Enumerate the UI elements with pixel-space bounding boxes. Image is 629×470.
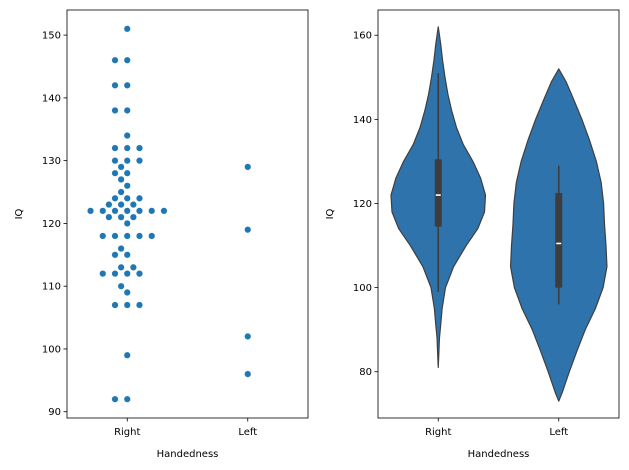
swarm-point-right-132 (135, 144, 143, 152)
swarm-point-right-130 (135, 157, 143, 165)
swarm-point-right-112 (123, 270, 131, 278)
swarm-point-right-132 (123, 144, 131, 152)
swarm-point-right-99 (123, 351, 131, 359)
swarm-point-left-129 (244, 163, 252, 171)
swarm-point-left-96 (244, 370, 252, 378)
swarm-point-right-121 (117, 213, 125, 221)
swarm-point-right-151 (123, 25, 131, 33)
swarm-point-right-118 (135, 232, 143, 240)
swarm-points (87, 25, 252, 403)
swarm-x-axis-label: Handedness (157, 449, 219, 460)
swarm-point-right-122 (135, 207, 143, 215)
swarm-y-axis-label: IQ (14, 208, 25, 219)
swarm-point-left-119 (244, 226, 252, 234)
swarm-point-right-113 (117, 263, 125, 271)
swarm-axes-frame (66, 9, 309, 419)
violin-marks (390, 26, 608, 402)
violin-axes-frame (377, 9, 620, 419)
swarm-point-right-122 (99, 207, 107, 215)
swarm-point-right-129 (117, 163, 125, 171)
swarm-point-right-126 (123, 182, 131, 190)
swarm-point-right-134 (123, 132, 131, 140)
violin-y-ticks: 80 100 120 140 160 (353, 31, 378, 378)
violin-x-axis-label: Handedness (468, 449, 530, 460)
swarm-point-right-118 (99, 232, 107, 240)
swarm-point-right-118 (148, 232, 156, 240)
swarm-point-right-113 (129, 263, 137, 271)
swarm-point-right-127 (117, 175, 125, 183)
swarm-point-right-142 (123, 81, 131, 89)
swarm-point-right-107 (111, 301, 119, 309)
swarm-y-tick-label-100: 100 (42, 344, 61, 355)
swarm-x-tick-label-right: Right (114, 427, 140, 438)
swarm-y-tick-label-130: 130 (42, 156, 61, 167)
swarm-point-right-142 (111, 81, 119, 89)
swarm-point-right-109 (123, 288, 131, 296)
swarm-point-right-130 (111, 157, 119, 165)
swarm-point-right-122 (160, 207, 168, 215)
swarm-point-right-107 (135, 301, 143, 309)
violin-x-tick-label-right: Right (425, 427, 451, 438)
violin-y-tick-label-160: 160 (353, 31, 372, 42)
violin-plot: 80 100 120 140 160 Right Left Handedness IQ (325, 9, 620, 460)
swarm-point-right-123 (129, 201, 137, 209)
swarm-point-right-107 (123, 301, 131, 309)
swarm-point-right-116 (117, 245, 125, 253)
swarm-point-right-118 (123, 232, 131, 240)
swarm-point-right-146 (111, 56, 119, 64)
swarm-point-right-121 (105, 213, 113, 221)
swarm-point-right-112 (111, 270, 119, 278)
swarm-y-tick-label-150: 150 (42, 31, 61, 42)
swarm-point-right-122 (148, 207, 156, 215)
swarm-x-ticks: Right Left (114, 418, 257, 438)
swarm-point-right-123 (105, 201, 113, 209)
swarm-y-tick-label-90: 90 (48, 407, 61, 418)
swarm-point-right-138 (111, 106, 119, 114)
swarm-point-right-92 (123, 395, 131, 403)
swarm-point-right-122 (111, 207, 119, 215)
violin-iqr-box-right (434, 159, 442, 227)
violin-x-tick-label-left: Left (549, 427, 568, 438)
violin-y-tick-label-140: 140 (353, 115, 372, 126)
swarm-point-left-102 (244, 332, 252, 340)
swarm-point-right-118 (111, 232, 119, 240)
swarm-point-right-132 (111, 144, 119, 152)
swarm-point-right-112 (135, 270, 143, 278)
swarm-y-ticks: 90 100 110 120 130 140 150 (42, 31, 67, 418)
swarm-point-right-92 (111, 395, 119, 403)
swarm-point-right-128 (123, 169, 131, 177)
violin-x-ticks: Right Left (425, 418, 568, 438)
swarm-point-right-138 (123, 106, 131, 114)
swarm-point-right-124 (135, 194, 143, 202)
swarm-x-tick-label-left: Left (238, 427, 257, 438)
swarm-point-right-122 (123, 207, 131, 215)
swarm-plot: 90 100 110 120 130 140 150 Right Left Handednes… (14, 9, 309, 460)
swarm-point-right-120 (123, 219, 131, 227)
violin-y-tick-label-100: 100 (353, 283, 372, 294)
swarm-point-right-115 (111, 251, 119, 259)
swarm-point-right-123 (117, 201, 125, 209)
swarm-point-right-110 (117, 282, 125, 290)
violin-y-tick-label-120: 120 (353, 199, 372, 210)
swarm-point-right-125 (117, 188, 125, 196)
swarm-point-right-128 (111, 169, 119, 177)
swarm-point-right-121 (129, 213, 137, 221)
swarm-point-right-112 (99, 270, 107, 278)
swarm-y-tick-label-120: 120 (42, 219, 61, 230)
swarm-point-right-124 (123, 194, 131, 202)
swarm-point-right-146 (123, 56, 131, 64)
violin-y-tick-label-80: 80 (359, 367, 372, 378)
swarm-point-right-122 (87, 207, 95, 215)
swarm-y-tick-label-110: 110 (42, 282, 61, 293)
violin-iqr-box-left (555, 192, 563, 288)
swarm-point-right-130 (123, 157, 131, 165)
swarm-point-right-124 (111, 194, 119, 202)
swarm-y-tick-label-140: 140 (42, 93, 61, 104)
swarm-point-right-115 (123, 251, 131, 259)
violin-y-axis-label: IQ (325, 208, 336, 219)
